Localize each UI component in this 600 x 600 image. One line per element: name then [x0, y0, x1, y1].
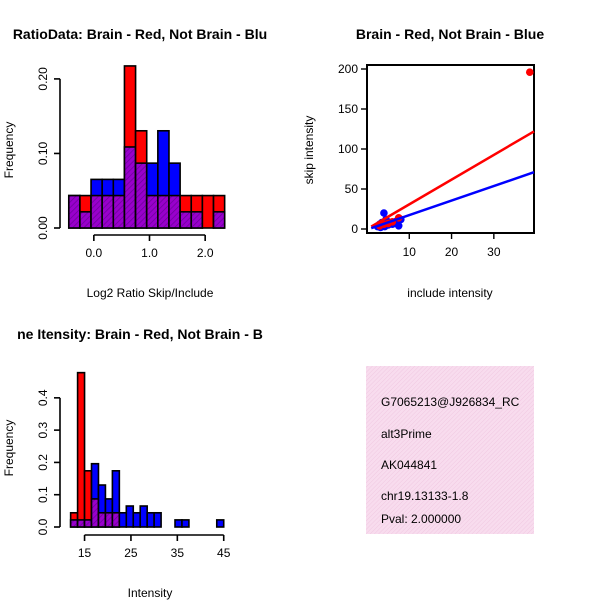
ratio-histogram-axes: 0.0 1.0 2.0 0.00 0.10 0.20 [36, 67, 214, 260]
not-brain-fit-line [370, 171, 535, 230]
x-tick-label: 1.0 [141, 246, 158, 260]
info-panel: G7065213@J926834_RC alt3Prime AK044841 c… [366, 366, 534, 534]
ratio-histogram-bars [67, 65, 226, 229]
scatter-xlabel: include intensity [407, 286, 492, 300]
histogram-bar [215, 519, 225, 528]
x-tick-label: 35 [171, 546, 185, 560]
x-tick-label: 2.0 [197, 246, 214, 260]
histogram-bar [125, 505, 135, 528]
histogram-bar [146, 511, 155, 528]
histogram-overlap-bar [67, 194, 81, 229]
ratio-histogram-ylabel: Frequency [2, 122, 16, 179]
x-tick-label: 20 [445, 245, 459, 259]
y-tick-label: 0.2 [36, 454, 50, 471]
histogram-bar [201, 194, 215, 229]
x-tick-label: 25 [124, 546, 138, 560]
intensity-histogram-bars [69, 371, 225, 528]
histogram-overlap-bar [83, 519, 93, 528]
info-pval: Pval: 2.000000 [381, 512, 461, 526]
intensity-histogram-title: ne Itensity: Brain - Red, Not Brain - B [17, 326, 263, 342]
histogram-overlap-bar [145, 194, 159, 229]
info-panel-background [366, 366, 534, 534]
brain-fit-line [370, 130, 535, 228]
brain-point [525, 68, 534, 76]
histogram-overlap-bar [76, 519, 86, 528]
histogram-overlap-bar [157, 194, 170, 229]
histogram-overlap-bar [123, 146, 137, 229]
ratio-histogram-panel: RatioData: Brain - Red, Not Brain - Blu … [2, 26, 267, 300]
histogram-bar [83, 470, 93, 528]
histogram-bar [132, 511, 142, 528]
y-tick-label: 200 [338, 62, 358, 76]
y-tick-label: 50 [345, 182, 359, 196]
scatter-ylabel: skip intensity [302, 116, 316, 185]
histogram-bar [139, 505, 148, 528]
scatter-frame [366, 64, 535, 234]
histogram-bar [76, 371, 86, 528]
histogram-overlap-bar [190, 211, 204, 229]
histogram-bar [181, 519, 190, 528]
scatter-panel: Brain - Red, Not Brain - Blue 10 20 300501… [302, 26, 544, 300]
y-tick-label: 100 [338, 142, 358, 156]
y-tick-label: 0 [351, 222, 358, 236]
x-tick-label: 0.0 [85, 246, 102, 260]
y-tick-label: 0.10 [36, 141, 50, 165]
ratio-histogram-xlabel: Log2 Ratio Skip/Include [87, 286, 214, 300]
histogram-overlap-bar [90, 498, 100, 528]
intensity-histogram-panel: ne Itensity: Brain - Red, Not Brain - B … [2, 326, 263, 600]
histogram-overlap-bar [79, 211, 92, 229]
histogram-overlap-bar [101, 194, 115, 229]
histogram-overlap-bar [104, 511, 114, 528]
histogram-bar [153, 511, 162, 528]
x-tick-label: 30 [487, 245, 501, 259]
histogram-overlap-bar [97, 511, 107, 528]
y-tick-label: 0.0 [36, 518, 50, 535]
y-tick-label: 0.20 [36, 67, 50, 91]
x-tick-label: 15 [78, 546, 92, 560]
histogram-overlap-bar [111, 511, 121, 528]
y-tick-label: 0.1 [36, 486, 50, 503]
not-brain-point [380, 209, 388, 217]
intensity-histogram-ylabel: Frequency [2, 420, 16, 477]
info-accession: AK044841 [381, 458, 437, 472]
info-locus: chr19.13133-1.8 [381, 489, 469, 503]
histogram-bar [174, 519, 183, 528]
scatter-title: Brain - Red, Not Brain - Blue [356, 26, 544, 42]
histogram-overlap-bar [168, 194, 181, 229]
x-tick-label: 45 [217, 546, 231, 560]
histogram-overlap-bar [69, 519, 79, 528]
intensity-histogram-xlabel: Intensity [128, 586, 173, 600]
y-tick-label: 0.4 [36, 389, 50, 406]
histogram-overlap-bar [212, 211, 226, 229]
intensity-histogram-axes: 15 25 35 45 0.0 0.1 0.2 0.3 0.4 [36, 389, 231, 560]
x-tick-label: 10 [403, 245, 417, 259]
histogram-bar [118, 511, 128, 528]
not-brain-point [394, 222, 403, 230]
histogram-overlap-bar [90, 194, 103, 229]
histogram-overlap-bar [179, 211, 193, 229]
info-probe-id: G7065213@J926834_RC [381, 395, 520, 409]
scatter-marks [370, 68, 535, 232]
scatter-axes: 10 20 30 0 50 100 150 200 [338, 62, 501, 259]
y-tick-label: 150 [338, 102, 358, 116]
y-tick-label: 0.00 [36, 216, 50, 240]
ratio-histogram-title: RatioData: Brain - Red, Not Brain - Blu [13, 26, 267, 42]
histogram-overlap-bar [112, 194, 126, 229]
y-tick-label: 0.3 [36, 421, 50, 438]
histogram-overlap-bar [134, 162, 148, 229]
info-event-type: alt3Prime [381, 427, 432, 441]
